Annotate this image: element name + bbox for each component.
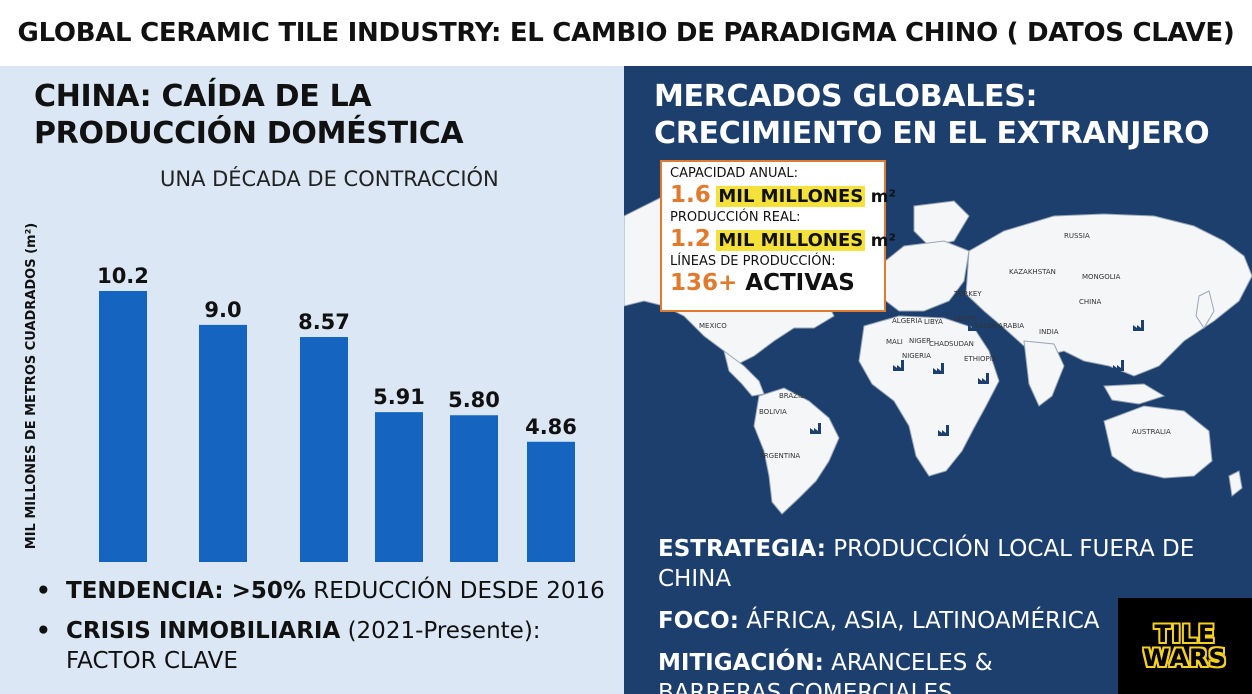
page-title: GLOBAL CERAMIC TILE INDUSTRY: EL CAMBIO … [0, 0, 1252, 66]
capacity-unit: m² [870, 187, 896, 207]
strategy-label: ESTRATEGIA: [658, 536, 826, 562]
bullet-trend-text: REDUCCIÓN DESDE 2016 [305, 578, 605, 604]
strategy-list: ESTRATEGIA: PRODUCCIÓN LOCAL FUERA DE CH… [658, 534, 1248, 694]
production-unit: m² [870, 231, 896, 251]
map-label-algeria: ALGERIA [892, 317, 922, 325]
focus-label: FOCO: [658, 608, 739, 634]
data-label-2025: 4.86 [525, 415, 577, 439]
map-label-egypt: EGYPT [954, 315, 977, 323]
chart-title: UNA DÉCADA DE CONTRACCIÓN [160, 167, 499, 191]
factory-icon [964, 373, 989, 384]
production-value: 1.2 MIL MILLONES m² [670, 226, 896, 254]
bar-2024 [450, 415, 498, 562]
map-label-niger: NIGER [909, 337, 931, 345]
map-label-libya: LIBYA [924, 318, 943, 326]
capacity-number: 1.6 [670, 182, 711, 208]
right-panel-heading: MERCADOS GLOBALES: CRECIMIENTO EN EL EXT… [654, 79, 1210, 151]
mitigation-text: ARANCELES & BARRERAS COMERCIALES [658, 650, 993, 694]
bar-2020 [300, 337, 348, 562]
map-label-mongolia: MONGOLIA [1082, 273, 1121, 281]
left-panel-heading: CHINA: CAÍDA DE LA PRODUCCIÓN DOMÉSTICA [34, 79, 464, 151]
mitigation-item: MITIGACIÓN: ARANCELES & BARRERAS COMERCI… [658, 648, 1098, 694]
lines-value: 136+ ACTIVAS [670, 270, 876, 298]
map-label-india: INDIA [1039, 328, 1059, 336]
map-label-turkey: TURKEY [953, 290, 982, 298]
map-label-bolivia: BOLIVIA [759, 408, 787, 416]
map-label-brazil: BRAZIL [779, 392, 804, 400]
focus-text: ÁFRICA, ASIA, LATINOAMÉRICA [738, 608, 1100, 634]
production-bar-chart: 10.220169.020188.5720205.9120235.8020244… [97, 264, 577, 562]
production-number: 1.2 [670, 226, 711, 252]
logo-line-2: WARS [1143, 644, 1227, 672]
factory-icon [924, 425, 949, 436]
map-label-argentina: ARGENTINA [759, 452, 800, 460]
lines-label: LÍNEAS DE PRODUCCIÓN: [670, 254, 836, 269]
map-label-saudi-arabia: SAUDI ARABIA [974, 322, 1024, 330]
tile-wars-logo: TILE WARS [1118, 598, 1252, 694]
focus-item: FOCO: ÁFRICA, ASIA, LATINOAMÉRICA [658, 606, 1248, 636]
factory-icon [796, 423, 821, 434]
bullet-crisis: • CRISIS INMOBILIARIA (2021-Presente): F… [36, 618, 541, 674]
map-label-kazakhstan: KAZAKHSTAN [1009, 268, 1056, 276]
data-label-2024: 5.80 [448, 388, 500, 412]
map-label-mexico: MEXICO [699, 322, 727, 330]
factory-icon [1099, 360, 1124, 371]
data-label-2016: 10.2 [97, 264, 149, 288]
map-label-russia: RUSSIA [1064, 232, 1090, 240]
map-label-china: CHINA [1079, 298, 1101, 306]
bar-2025 [527, 441, 575, 562]
map-label-sudan: SUDAN [949, 340, 974, 348]
capacity-value: 1.6 MIL MILLONES m² [670, 182, 896, 210]
trend-bullets: • TENDENCIA: >50% REDUCCIÓN DESDE 2016 •… [36, 576, 616, 686]
capacity-info-box: CAPACIDAD ANUAL: 1.6 MIL MILLONES m² PRO… [660, 160, 896, 312]
map-label-ethiopia: ETHIOPIA [964, 355, 997, 363]
map-label-australia: AUSTRALIA [1132, 428, 1171, 436]
mitigation-label: MITIGACIÓN: [658, 650, 824, 676]
capacity-highlight: MIL MILLONES [716, 186, 866, 207]
global-markets-panel: RUSSIA KAZAKHSTAN MONGOLIA CHINA TURKEY … [624, 66, 1252, 694]
data-label-2023: 5.91 [373, 385, 425, 409]
data-label-2020: 8.57 [298, 310, 350, 334]
logo-line-1: TILE [1154, 620, 1216, 648]
lines-text: ACTIVAS [737, 270, 855, 296]
strategy-text: PRODUCCIÓN LOCAL FUERA DE CHINA [658, 536, 1195, 592]
data-label-2018: 9.0 [204, 298, 241, 322]
map-label-nigeria: NIGERIA [902, 352, 931, 360]
factory-icon [919, 363, 944, 374]
factory-icon [749, 355, 774, 366]
production-label: PRODUCCIÓN REAL: [670, 210, 801, 225]
factory-icon [1119, 320, 1144, 331]
bar-2016 [99, 291, 147, 562]
map-label-chad: CHAD [929, 340, 949, 348]
bullet-trend: • TENDENCIA: >50% REDUCCIÓN DESDE 2016 [36, 578, 605, 604]
china-production-panel: CHINA: CAÍDA DE LA PRODUCCIÓN DOMÉSTICA … [0, 66, 624, 694]
bullet-crisis-text: (2021-Presente): FACTOR CLAVE [66, 618, 541, 674]
bullet-trend-label: TENDENCIA: >50% [66, 578, 306, 604]
capacity-label: CAPACIDAD ANUAL: [670, 166, 799, 181]
bar-2018 [199, 324, 247, 562]
map-label-mali: MALI [886, 338, 903, 346]
production-highlight: MIL MILLONES [716, 230, 866, 251]
factory-icon [954, 320, 979, 331]
lines-number: 136+ [670, 270, 738, 296]
strategy-item: ESTRATEGIA: PRODUCCIÓN LOCAL FUERA DE CH… [658, 534, 1248, 594]
bullet-crisis-label: CRISIS INMOBILIARIA [66, 618, 341, 644]
bar-2023 [375, 412, 423, 562]
factory-icon [879, 360, 904, 371]
